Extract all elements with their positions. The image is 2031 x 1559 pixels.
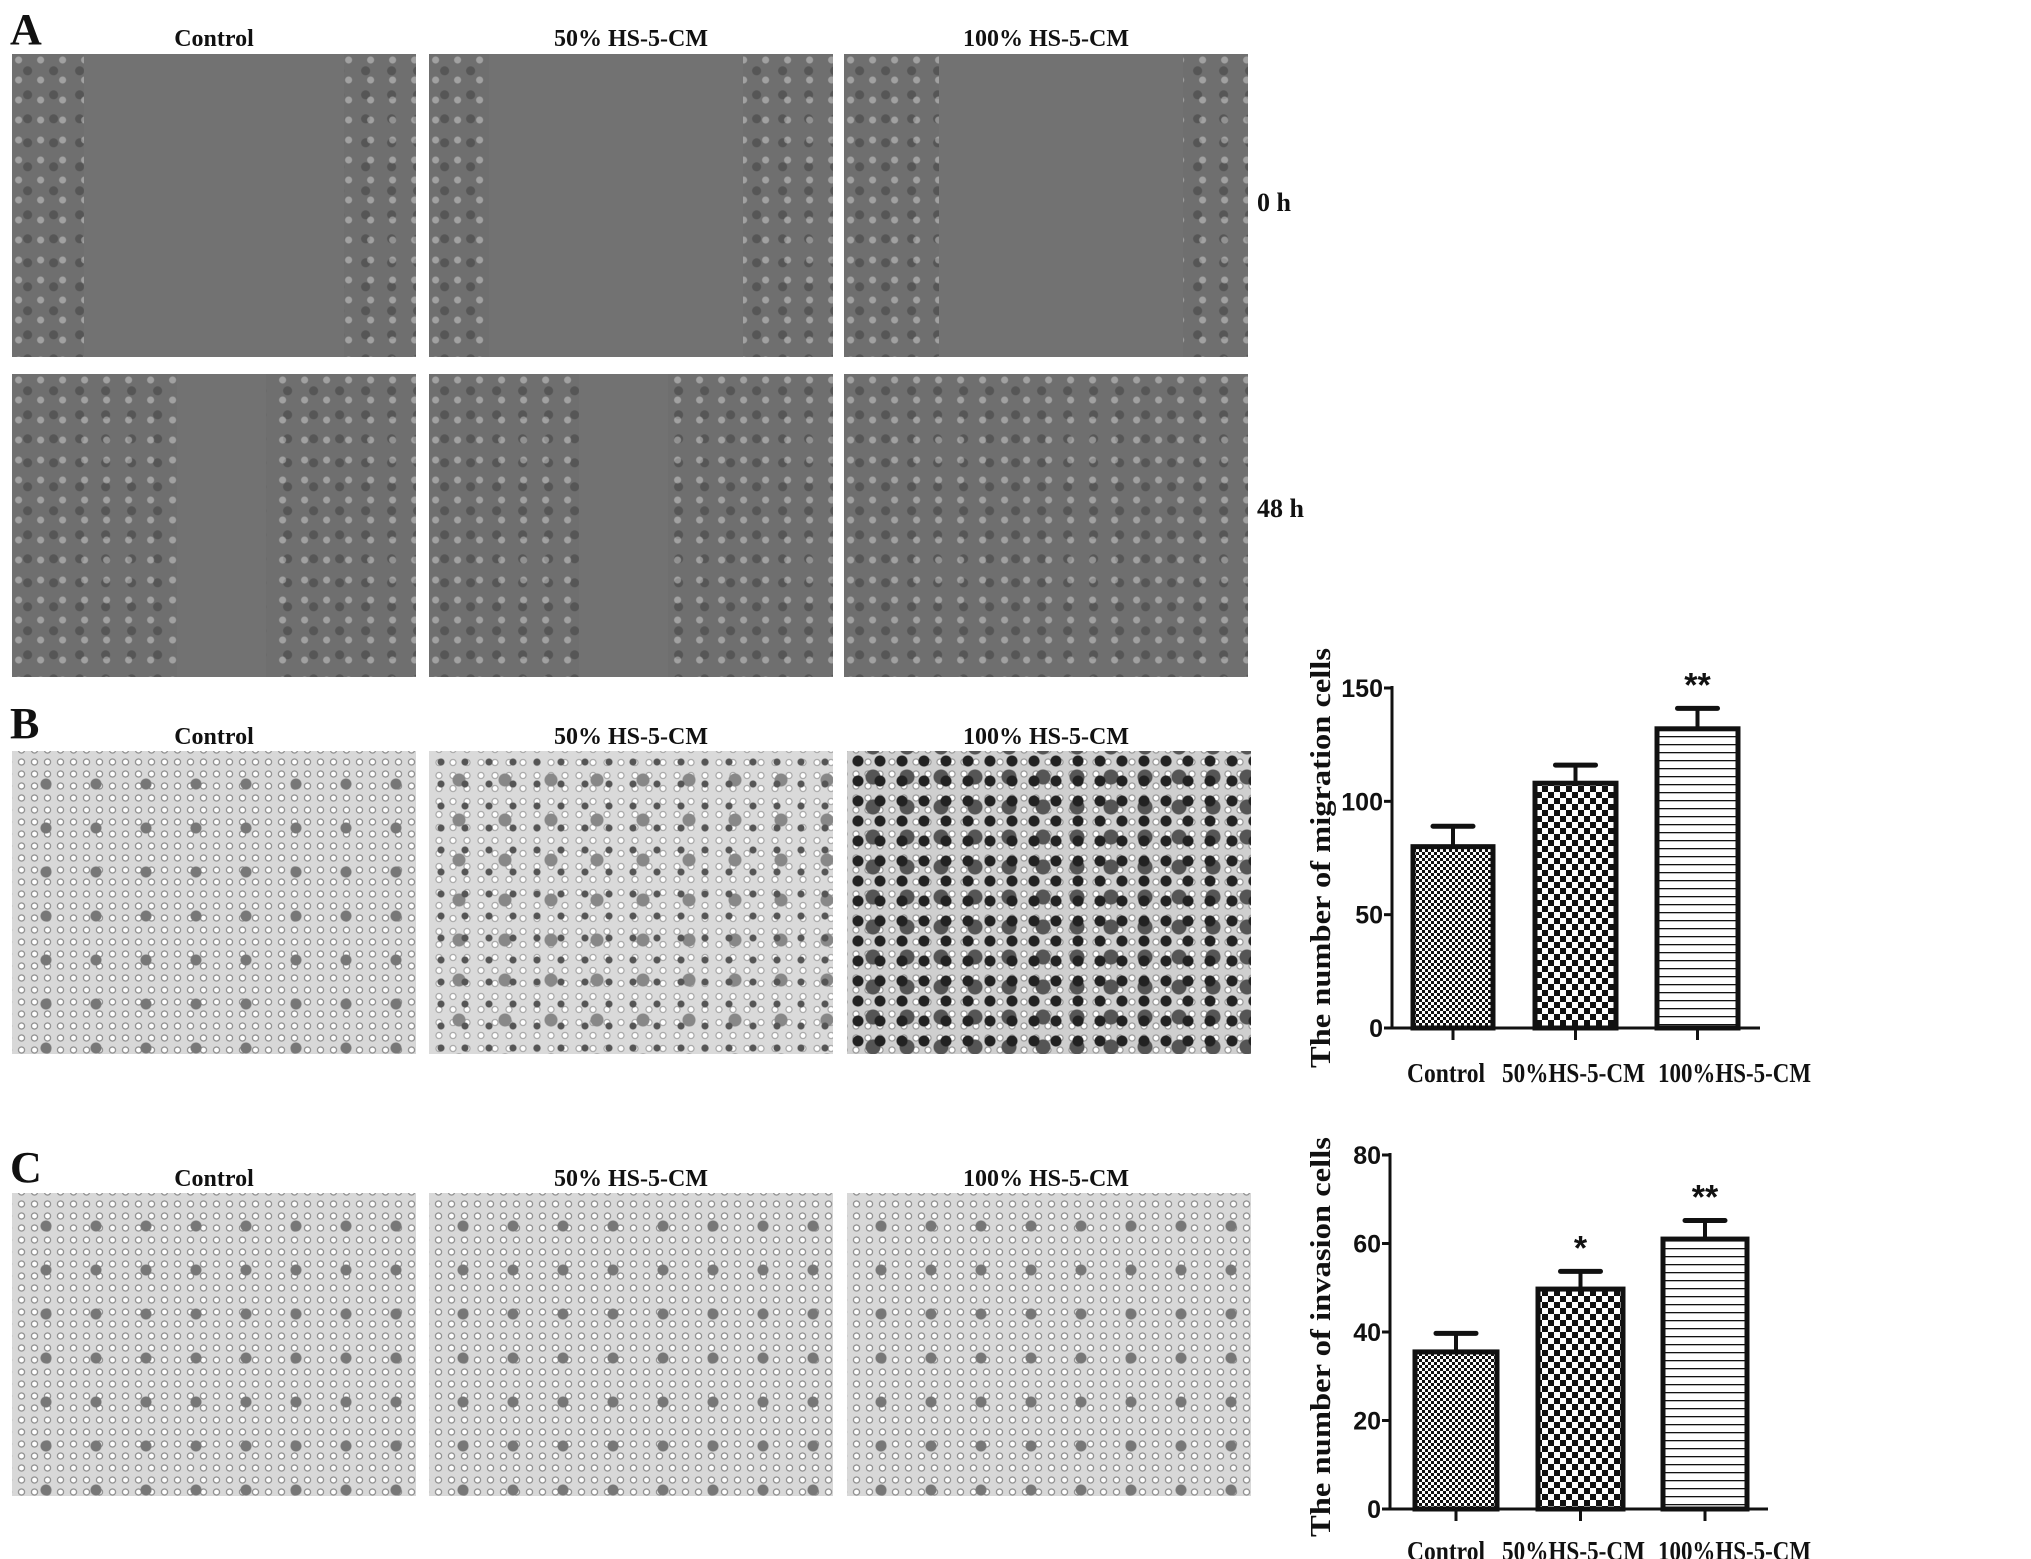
y-tick-label: 80 (1353, 1142, 1381, 1170)
column-label: 100% HS-5-CM (963, 1166, 1129, 1192)
bar (1412, 1349, 1500, 1512)
column-label: Control (174, 724, 254, 750)
x-tick-label: 100%HS-5-CM (1658, 1058, 1811, 1088)
wound-image-50-0h (429, 54, 833, 357)
significance-marker: * (1574, 1229, 1588, 1267)
x-tick-label: Control (1407, 1058, 1485, 1088)
row-label: 0 h (1257, 188, 1291, 217)
y-tick-label: 60 (1353, 1231, 1381, 1259)
y-tick-label: 50 (1355, 902, 1383, 930)
x-tick-label: Control (1407, 1536, 1485, 1559)
column-label: 50% HS-5-CM (554, 26, 708, 52)
migration-image-control (12, 751, 416, 1054)
x-tick-label: 100%HS-5-CM (1658, 1536, 1811, 1559)
x-tick-label: 50%HS-5-CM (1502, 1536, 1645, 1559)
invasion-image-50 (429, 1193, 833, 1496)
y-tick-label: 0 (1367, 1496, 1381, 1524)
chart-invasion: Control * 50%HS-5-CM ** 100%HS-5-CM 0 20 40 60 80… (1306, 1137, 1811, 1559)
wound-image-control-0h (12, 54, 416, 357)
wound-gap (84, 54, 344, 357)
panel-label-b: B (10, 699, 40, 748)
bar (1410, 844, 1496, 1031)
wound-image-50-48h (429, 374, 833, 677)
column-label: 100% HS-5-CM (963, 724, 1129, 750)
migration-image-50 (429, 751, 833, 1054)
wound-gap (489, 54, 743, 357)
significance-marker: ** (1684, 666, 1711, 704)
bar (1532, 780, 1619, 1031)
migration-image-100 (847, 751, 1251, 1054)
significance-marker: ** (1692, 1178, 1719, 1216)
wound-image-100-48h (844, 374, 1248, 677)
y-tick-label: 100 (1341, 788, 1383, 816)
row-label: 48 h (1257, 494, 1304, 523)
x-tick-label: 50%HS-5-CM (1502, 1058, 1645, 1088)
column-label: 50% HS-5-CM (554, 724, 708, 750)
chart-migration: Control 50%HS-5-CM ** 100%HS-5-CM 0 50 100 150T… (1306, 648, 1811, 1088)
panel-label-a: A (10, 5, 42, 54)
bar (1535, 1286, 1626, 1512)
column-label: 50% HS-5-CM (554, 1166, 708, 1192)
wound-image-100-0h (844, 54, 1248, 357)
wound-image-control-48h (12, 374, 416, 677)
y-tick-label: 150 (1341, 675, 1383, 703)
y-tick-label: 20 (1353, 1408, 1381, 1436)
wound-gap (177, 374, 266, 677)
column-label: Control (174, 26, 254, 52)
y-tick-label: 0 (1369, 1015, 1383, 1043)
invasion-image-control (12, 1193, 416, 1496)
bar (1660, 1236, 1750, 1512)
bar (1654, 726, 1741, 1031)
wound-gap (939, 54, 1183, 357)
column-label: Control (174, 1166, 254, 1192)
invasion-image-100 (847, 1193, 1251, 1496)
y-axis-label: The number of invasion cells (1306, 1137, 1337, 1537)
y-tick-label: 40 (1353, 1319, 1381, 1347)
wound-gap (579, 374, 668, 677)
y-axis-label: The number of migration cells (1306, 648, 1337, 1068)
column-label: 100% HS-5-CM (963, 26, 1129, 52)
panel-label-c: C (10, 1143, 42, 1192)
